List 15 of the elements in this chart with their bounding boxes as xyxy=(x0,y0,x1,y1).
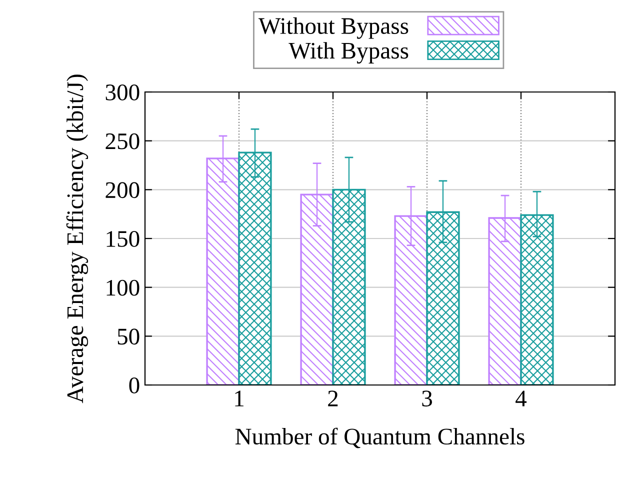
legend-label: With Bypass xyxy=(288,42,408,64)
x-axis-title: Number of Quantum Channels xyxy=(235,428,524,448)
y-tick-label: 200 xyxy=(106,182,140,198)
y-tick-label: 50 xyxy=(118,328,140,345)
y-tick-label: 300 xyxy=(106,84,140,100)
y-tick-label: 100 xyxy=(106,280,140,296)
legend-label: Without Bypass xyxy=(258,17,408,39)
y-tick-label: 0 xyxy=(129,377,140,394)
y-tick-label: 250 xyxy=(106,133,140,150)
y-tick-label: 150 xyxy=(106,230,140,247)
y-axis-title: Average Energy Efficiency (kbit/J) xyxy=(66,74,88,404)
x-tick-label: 4 xyxy=(516,390,527,406)
x-tick-label: 2 xyxy=(328,390,338,406)
x-tick-label: 1 xyxy=(235,390,244,406)
x-tick-label: 3 xyxy=(422,390,432,406)
